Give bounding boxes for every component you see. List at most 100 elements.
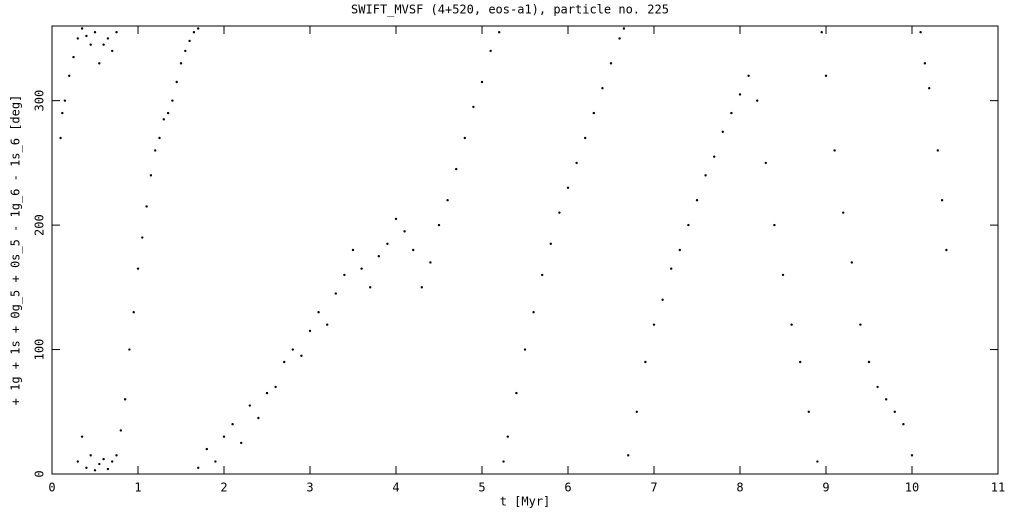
point — [670, 267, 673, 270]
y-tick-label: 100 — [33, 339, 47, 361]
point — [523, 348, 527, 351]
point — [76, 37, 80, 40]
point — [141, 236, 144, 239]
point — [119, 429, 123, 432]
point — [197, 27, 200, 30]
point — [369, 286, 372, 289]
point — [747, 74, 750, 77]
point — [506, 435, 509, 438]
plot-frame — [51, 25, 999, 475]
point — [738, 93, 742, 96]
point — [730, 111, 733, 115]
point — [661, 298, 664, 301]
point — [115, 31, 118, 34]
point — [132, 311, 135, 314]
point — [764, 161, 767, 165]
point — [360, 267, 363, 270]
point — [214, 460, 217, 463]
point — [377, 255, 380, 258]
point — [68, 74, 71, 77]
point — [106, 467, 110, 471]
x-tick-label: 3 — [306, 481, 313, 495]
point — [308, 329, 312, 333]
point — [687, 223, 690, 227]
point — [695, 199, 699, 202]
y-tick-label: 300 — [33, 90, 47, 112]
point — [128, 348, 131, 351]
point — [80, 27, 84, 30]
point — [756, 99, 759, 102]
point — [455, 167, 458, 171]
point — [940, 199, 944, 202]
point — [162, 118, 165, 121]
point — [627, 454, 630, 457]
point — [773, 223, 776, 227]
point — [936, 149, 939, 152]
point — [592, 111, 595, 115]
x-tick-label: 6 — [564, 481, 571, 495]
point — [541, 273, 544, 277]
point — [842, 211, 845, 214]
point — [89, 43, 92, 46]
point — [63, 99, 67, 102]
point — [420, 286, 423, 289]
point — [502, 460, 505, 463]
point — [265, 391, 269, 395]
point — [622, 27, 626, 30]
point — [136, 267, 140, 270]
point — [326, 323, 329, 326]
point — [885, 398, 888, 401]
point — [102, 457, 105, 461]
x-axis-label: t [Myr] — [500, 495, 551, 509]
point — [472, 105, 475, 109]
point — [609, 62, 613, 65]
point — [123, 398, 127, 401]
point — [515, 391, 518, 395]
x-tick-label: 5 — [478, 481, 485, 495]
point — [154, 149, 157, 152]
point — [463, 136, 466, 140]
point — [446, 199, 449, 202]
point — [205, 447, 208, 451]
point — [240, 441, 243, 445]
x-tick-label: 8 — [736, 481, 743, 495]
point — [575, 161, 578, 165]
y-tick-label: 0 — [33, 470, 47, 477]
point — [923, 62, 927, 65]
x-tick-label: 0 — [48, 481, 55, 495]
point — [317, 311, 320, 314]
point — [72, 55, 75, 59]
point — [197, 466, 200, 469]
point — [635, 410, 638, 413]
point — [300, 354, 303, 357]
point — [437, 223, 441, 227]
point — [98, 62, 101, 65]
point — [76, 460, 80, 463]
point — [98, 462, 101, 466]
point — [283, 360, 286, 364]
x-tick-label: 4 — [392, 481, 399, 495]
point — [790, 323, 793, 326]
point — [644, 360, 647, 364]
point — [89, 454, 92, 457]
point — [351, 248, 355, 252]
point — [61, 111, 64, 115]
point — [850, 261, 853, 264]
point — [799, 360, 802, 364]
point — [807, 410, 810, 413]
point — [111, 460, 114, 463]
point — [867, 360, 871, 364]
point — [93, 469, 97, 472]
point — [274, 385, 277, 389]
point — [721, 130, 724, 133]
y-tick-label: 200 — [33, 214, 47, 236]
x-tick-label: 7 — [650, 481, 657, 495]
point — [601, 87, 604, 90]
point — [833, 149, 836, 152]
point — [816, 460, 819, 463]
x-tick-label: 1 — [134, 481, 141, 495]
x-tick-label: 9 — [822, 481, 829, 495]
point — [480, 80, 484, 84]
point — [166, 111, 170, 115]
